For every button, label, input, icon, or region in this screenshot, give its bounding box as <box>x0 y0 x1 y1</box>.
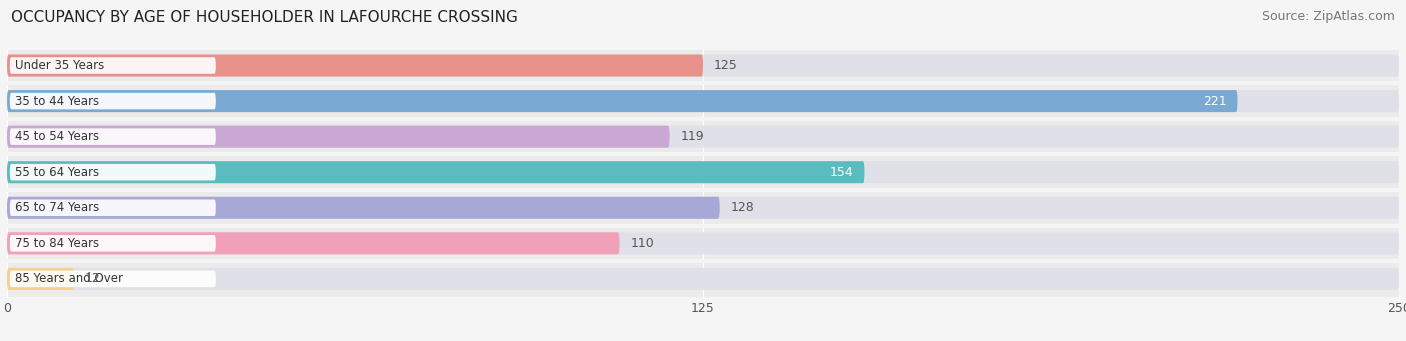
FancyBboxPatch shape <box>7 232 620 254</box>
Text: 55 to 64 Years: 55 to 64 Years <box>15 166 100 179</box>
Text: Under 35 Years: Under 35 Years <box>15 59 104 72</box>
FancyBboxPatch shape <box>10 128 217 145</box>
FancyBboxPatch shape <box>10 271 217 287</box>
FancyBboxPatch shape <box>7 197 1399 219</box>
Text: 119: 119 <box>681 130 704 143</box>
FancyBboxPatch shape <box>7 125 1399 148</box>
Text: 125: 125 <box>714 59 738 72</box>
FancyBboxPatch shape <box>10 93 217 109</box>
FancyBboxPatch shape <box>10 57 217 74</box>
Text: OCCUPANCY BY AGE OF HOUSEHOLDER IN LAFOURCHE CROSSING: OCCUPANCY BY AGE OF HOUSEHOLDER IN LAFOU… <box>11 10 519 25</box>
FancyBboxPatch shape <box>10 199 217 216</box>
Text: Source: ZipAtlas.com: Source: ZipAtlas.com <box>1261 10 1395 23</box>
Text: 12: 12 <box>84 272 101 285</box>
FancyBboxPatch shape <box>7 90 1237 112</box>
FancyBboxPatch shape <box>7 55 1399 76</box>
FancyBboxPatch shape <box>7 161 865 183</box>
FancyBboxPatch shape <box>7 268 75 290</box>
Text: 75 to 84 Years: 75 to 84 Years <box>15 237 100 250</box>
Text: 154: 154 <box>830 166 853 179</box>
Text: 85 Years and Over: 85 Years and Over <box>15 272 124 285</box>
FancyBboxPatch shape <box>7 268 1399 290</box>
FancyBboxPatch shape <box>7 161 1399 183</box>
Text: 128: 128 <box>731 201 755 214</box>
Text: 35 to 44 Years: 35 to 44 Years <box>15 94 100 107</box>
Text: 221: 221 <box>1202 94 1226 107</box>
FancyBboxPatch shape <box>7 90 1399 112</box>
Text: 110: 110 <box>631 237 654 250</box>
FancyBboxPatch shape <box>7 197 720 219</box>
FancyBboxPatch shape <box>10 164 217 180</box>
FancyBboxPatch shape <box>7 125 669 148</box>
FancyBboxPatch shape <box>7 55 703 76</box>
Text: 65 to 74 Years: 65 to 74 Years <box>15 201 100 214</box>
Text: 45 to 54 Years: 45 to 54 Years <box>15 130 100 143</box>
FancyBboxPatch shape <box>7 232 1399 254</box>
FancyBboxPatch shape <box>10 235 217 252</box>
